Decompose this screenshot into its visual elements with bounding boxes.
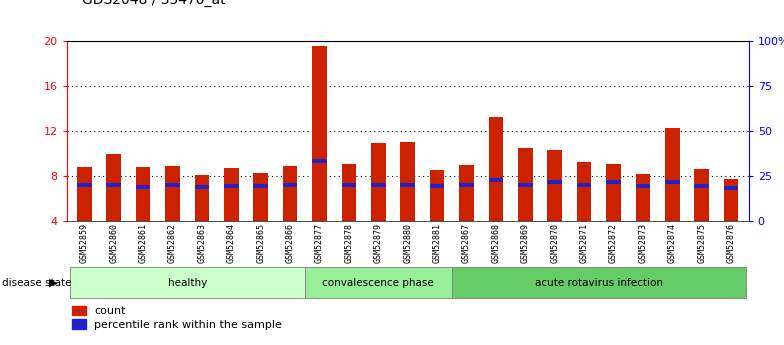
Text: GSM52861: GSM52861: [139, 223, 147, 263]
Bar: [695, 169, 709, 221]
Bar: [547, 150, 562, 221]
Bar: [342, 164, 356, 221]
Bar: [665, 128, 680, 221]
Bar: [165, 183, 180, 187]
Text: disease state: disease state: [2, 278, 72, 288]
Bar: [77, 167, 92, 221]
Bar: [136, 167, 151, 221]
Bar: [165, 166, 180, 221]
Bar: [577, 162, 591, 221]
Text: healthy: healthy: [168, 278, 207, 288]
Text: GSM52874: GSM52874: [668, 223, 677, 263]
Text: GSM52859: GSM52859: [80, 223, 89, 263]
Bar: [77, 183, 92, 187]
Bar: [283, 183, 297, 187]
Bar: [283, 166, 297, 221]
Bar: [606, 180, 621, 184]
Bar: [636, 174, 650, 221]
Bar: [253, 184, 268, 188]
Bar: [488, 117, 503, 221]
Bar: [547, 180, 562, 184]
Bar: [107, 154, 121, 221]
Bar: [665, 180, 680, 184]
Bar: [459, 183, 474, 187]
Text: GSM52869: GSM52869: [521, 223, 530, 263]
Bar: [459, 165, 474, 221]
Text: GSM52864: GSM52864: [227, 223, 236, 263]
FancyBboxPatch shape: [70, 267, 305, 298]
Text: GSM52868: GSM52868: [492, 223, 500, 263]
Text: GSM52878: GSM52878: [344, 223, 354, 263]
Text: GSM52865: GSM52865: [256, 223, 265, 263]
Bar: [107, 183, 121, 187]
Text: GSM52871: GSM52871: [579, 223, 589, 263]
Bar: [224, 168, 238, 221]
Bar: [430, 184, 445, 188]
Text: GSM52863: GSM52863: [198, 223, 206, 263]
Text: GSM52875: GSM52875: [697, 223, 706, 263]
Bar: [312, 46, 327, 221]
Text: GSM52877: GSM52877: [315, 223, 324, 263]
Bar: [724, 186, 739, 190]
Text: GSM52866: GSM52866: [285, 223, 295, 263]
Bar: [253, 172, 268, 221]
Bar: [488, 178, 503, 183]
Text: ▶: ▶: [49, 278, 57, 288]
Text: GSM52867: GSM52867: [462, 223, 471, 263]
Bar: [371, 183, 386, 187]
FancyBboxPatch shape: [305, 267, 452, 298]
Bar: [342, 183, 356, 187]
Text: GSM52876: GSM52876: [727, 223, 735, 263]
Legend: count, percentile rank within the sample: count, percentile rank within the sample: [72, 306, 282, 330]
Bar: [430, 170, 445, 221]
Bar: [194, 175, 209, 221]
Text: GDS2048 / 35470_at: GDS2048 / 35470_at: [82, 0, 226, 7]
Bar: [577, 183, 591, 187]
Text: GSM52870: GSM52870: [550, 223, 559, 263]
Bar: [312, 159, 327, 163]
Bar: [371, 144, 386, 221]
Bar: [695, 184, 709, 188]
FancyBboxPatch shape: [452, 267, 746, 298]
Bar: [136, 185, 151, 189]
Bar: [606, 164, 621, 221]
Text: GSM52862: GSM52862: [168, 223, 177, 263]
Text: acute rotavirus infection: acute rotavirus infection: [535, 278, 662, 288]
Bar: [194, 185, 209, 189]
Bar: [224, 184, 238, 188]
Text: GSM52880: GSM52880: [403, 223, 412, 263]
Bar: [636, 184, 650, 188]
Text: GSM52872: GSM52872: [609, 223, 618, 263]
Text: GSM52860: GSM52860: [109, 223, 118, 263]
Bar: [518, 148, 532, 221]
Text: GSM52881: GSM52881: [433, 223, 441, 263]
Bar: [401, 142, 415, 221]
Bar: [724, 179, 739, 221]
Bar: [518, 183, 532, 187]
Text: GSM52873: GSM52873: [638, 223, 648, 263]
Bar: [401, 183, 415, 187]
Text: GSM52879: GSM52879: [374, 223, 383, 263]
Text: convalescence phase: convalescence phase: [322, 278, 434, 288]
